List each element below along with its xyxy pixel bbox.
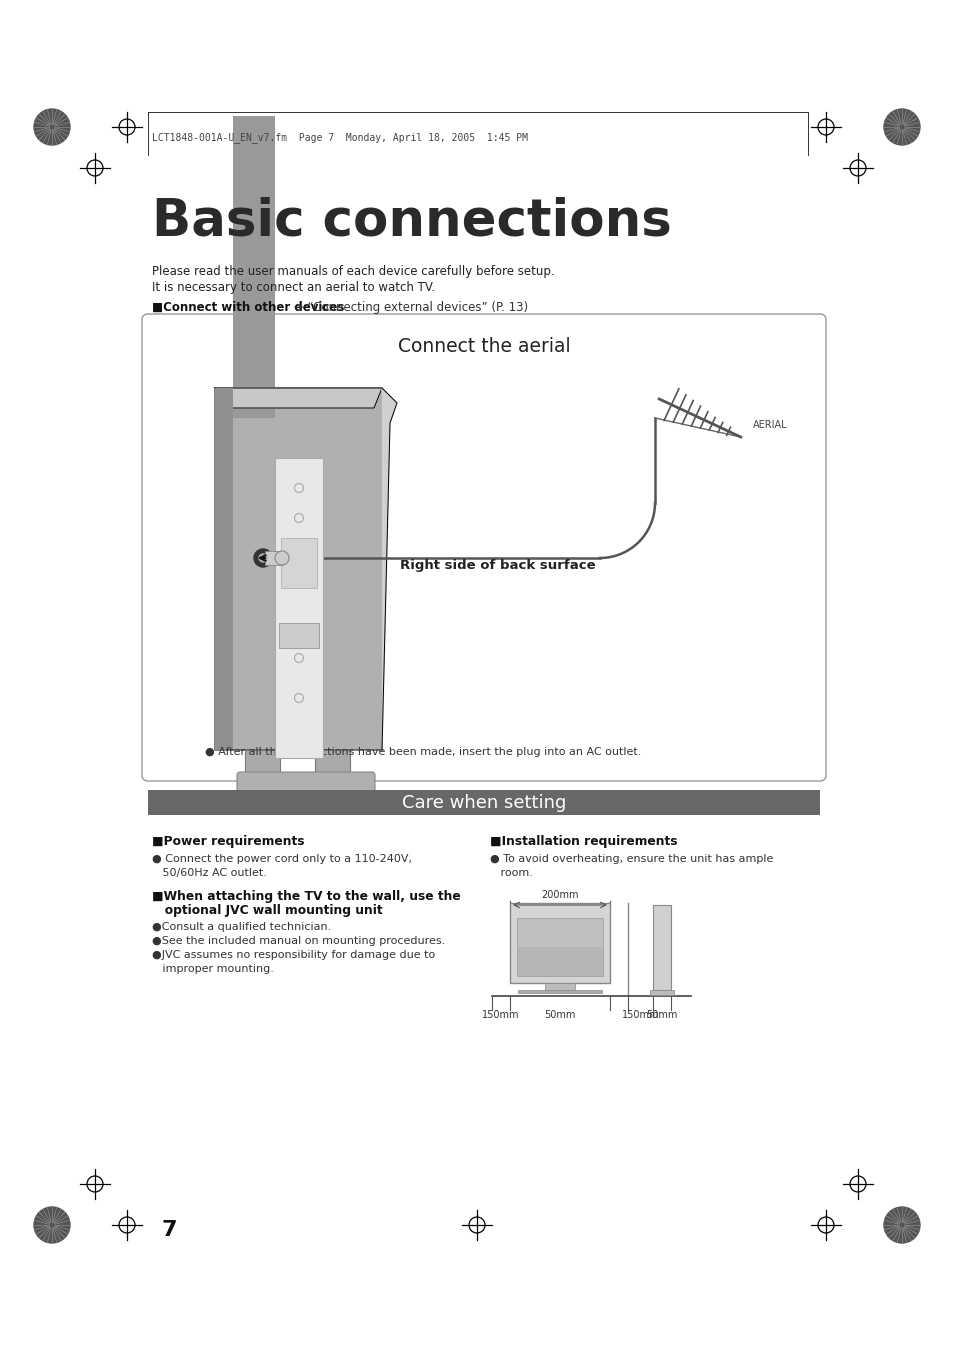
Text: ● Connect the power cord only to a 110-240V,: ● Connect the power cord only to a 110-2…	[152, 854, 412, 865]
Polygon shape	[381, 388, 396, 750]
Text: 7: 7	[162, 1220, 177, 1240]
Text: 50mm: 50mm	[544, 1011, 575, 1020]
Text: ● To avoid overheating, ensure the unit has ample: ● To avoid overheating, ensure the unit …	[490, 854, 773, 865]
Bar	[544, 984, 575, 990]
Text: ➜ “Connecting external devices” (P. 13): ➜ “Connecting external devices” (P. 13)	[290, 300, 528, 313]
Bar	[214, 388, 381, 750]
FancyBboxPatch shape	[236, 771, 375, 798]
Text: ■Installation requirements: ■Installation requirements	[490, 835, 677, 848]
Text: It is necessary to connect an aerial to watch TV.: It is necessary to connect an aerial to …	[152, 281, 435, 293]
Text: Connect the aerial: Connect the aerial	[397, 336, 570, 355]
Text: LCT1848-001A-U_EN_v7.fm  Page 7  Monday, April 18, 2005  1:45 PM: LCT1848-001A-U_EN_v7.fm Page 7 Monday, A…	[152, 132, 527, 143]
Text: Care when setting: Care when setting	[401, 793, 565, 812]
Bar	[148, 790, 820, 815]
Bar	[281, 538, 316, 588]
Bar	[265, 551, 283, 565]
Text: ■Power requirements: ■Power requirements	[152, 835, 304, 848]
Bar	[510, 902, 609, 984]
Circle shape	[34, 109, 70, 145]
Text: Right side of back surface: Right side of back surface	[399, 558, 595, 571]
Text: ■Connect with other devices: ■Connect with other devices	[152, 300, 344, 313]
Circle shape	[883, 109, 919, 145]
Bar	[274, 458, 323, 758]
Bar	[233, 116, 274, 417]
Bar	[278, 623, 318, 648]
Bar	[245, 750, 280, 775]
Bar	[652, 905, 670, 990]
Text: ● After all the connections have been made, insert the plug into an AC outlet.: ● After all the connections have been ma…	[205, 747, 640, 757]
Text: ●JVC assumes no responsibility for damage due to: ●JVC assumes no responsibility for damag…	[152, 950, 435, 961]
Bar	[314, 750, 350, 775]
Text: ■When attaching the TV to the wall, use the: ■When attaching the TV to the wall, use …	[152, 890, 460, 902]
Text: improper mounting.: improper mounting.	[152, 965, 274, 974]
Text: 50/60Hz AC outlet.: 50/60Hz AC outlet.	[152, 867, 267, 878]
Text: AERIAL: AERIAL	[752, 420, 786, 430]
Text: 150mm: 150mm	[482, 1011, 519, 1020]
Bar	[214, 388, 233, 750]
Text: 50mm: 50mm	[645, 1011, 677, 1020]
Text: Basic connections: Basic connections	[152, 197, 671, 247]
Circle shape	[258, 554, 267, 562]
Text: room.: room.	[490, 867, 533, 878]
Circle shape	[883, 1206, 919, 1243]
Text: ●See the included manual on mounting procedures.: ●See the included manual on mounting pro…	[152, 936, 445, 946]
Circle shape	[253, 549, 272, 567]
Bar	[517, 990, 601, 993]
Text: ●Consult a qualified technician.: ●Consult a qualified technician.	[152, 921, 331, 932]
Text: Please read the user manuals of each device carefully before setup.: Please read the user manuals of each dev…	[152, 266, 554, 278]
Text: optional JVC wall mounting unit: optional JVC wall mounting unit	[152, 904, 382, 917]
Bar	[517, 947, 602, 975]
Text: 200mm: 200mm	[540, 890, 578, 900]
Polygon shape	[214, 388, 381, 408]
Bar	[649, 990, 673, 994]
Circle shape	[274, 551, 289, 565]
Bar	[517, 917, 602, 975]
FancyBboxPatch shape	[142, 313, 825, 781]
Text: 150mm: 150mm	[621, 1011, 659, 1020]
Circle shape	[34, 1206, 70, 1243]
